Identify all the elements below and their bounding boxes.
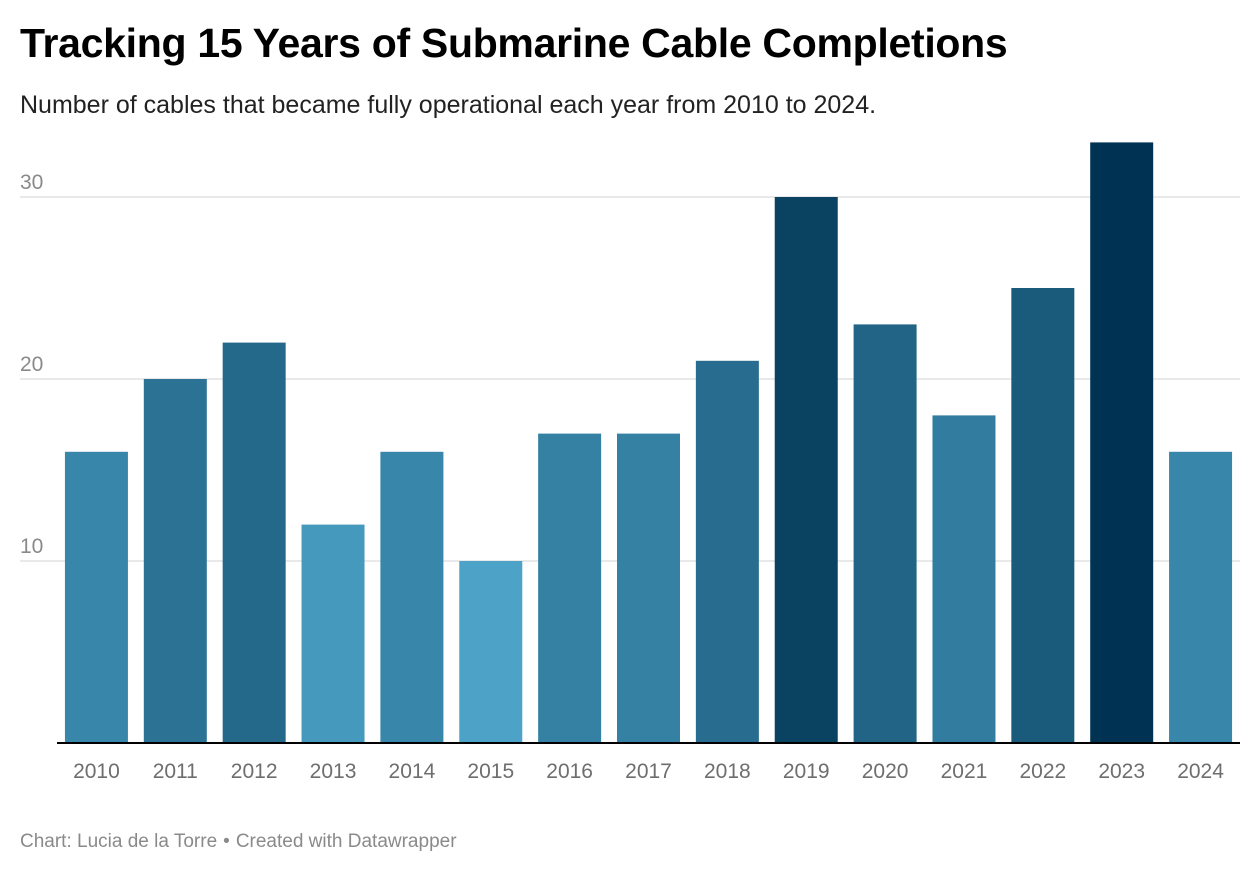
y-tick-label: 30 <box>20 171 43 194</box>
bars <box>64 142 1233 743</box>
chart-credit: Chart: Lucia de la Torre <box>20 831 218 852</box>
x-tick-label: 2020 <box>862 760 909 783</box>
bar <box>695 360 759 743</box>
bar <box>932 415 996 743</box>
x-tick-label: 2023 <box>1098 760 1145 783</box>
footer-separator: • <box>223 831 230 852</box>
x-tick-label: 2021 <box>941 760 988 783</box>
x-tick-label: 2019 <box>783 760 830 783</box>
x-axis-tick-labels: 2010 2011 2012 2013 2014 2015 2016 2017 2018 2019… <box>73 760 1224 783</box>
x-tick-label: 2011 <box>153 760 198 783</box>
x-tick-label: 2017 <box>625 760 672 783</box>
bar <box>1011 288 1075 743</box>
bar <box>222 342 286 743</box>
x-tick-label: 2013 <box>310 760 357 783</box>
x-tick-label: 2010 <box>73 760 120 783</box>
bar <box>617 433 680 743</box>
bar <box>301 524 365 743</box>
bar <box>1169 451 1233 743</box>
x-tick-label: 2016 <box>546 760 593 783</box>
bar <box>774 197 838 743</box>
x-tick-label: 2024 <box>1177 760 1224 783</box>
bar <box>143 379 207 743</box>
bar <box>459 561 523 743</box>
y-tick-label: 20 <box>20 353 43 376</box>
bar <box>1090 142 1154 743</box>
bar <box>538 433 602 743</box>
bar <box>380 451 444 743</box>
y-tick-label: 10 <box>20 535 43 558</box>
x-tick-label: 2018 <box>704 760 751 783</box>
x-tick-label: 2012 <box>231 760 278 783</box>
chart-title: Tracking 15 Years of Submarine Cable Com… <box>20 20 1008 66</box>
y-axis-tick-labels: 10 20 30 <box>20 171 43 558</box>
bar <box>64 451 128 743</box>
x-tick-label: 2014 <box>389 760 436 783</box>
x-tick-label: 2022 <box>1019 760 1066 783</box>
bar <box>853 324 917 743</box>
x-tick-label: 2015 <box>467 760 514 783</box>
chart-subtitle: Number of cables that became fully opera… <box>20 91 877 119</box>
chart-footer: Chart: Lucia de la Torre • Created with Da… <box>20 831 457 853</box>
datawrapper-credit: Created with Datawrapper <box>235 831 457 852</box>
